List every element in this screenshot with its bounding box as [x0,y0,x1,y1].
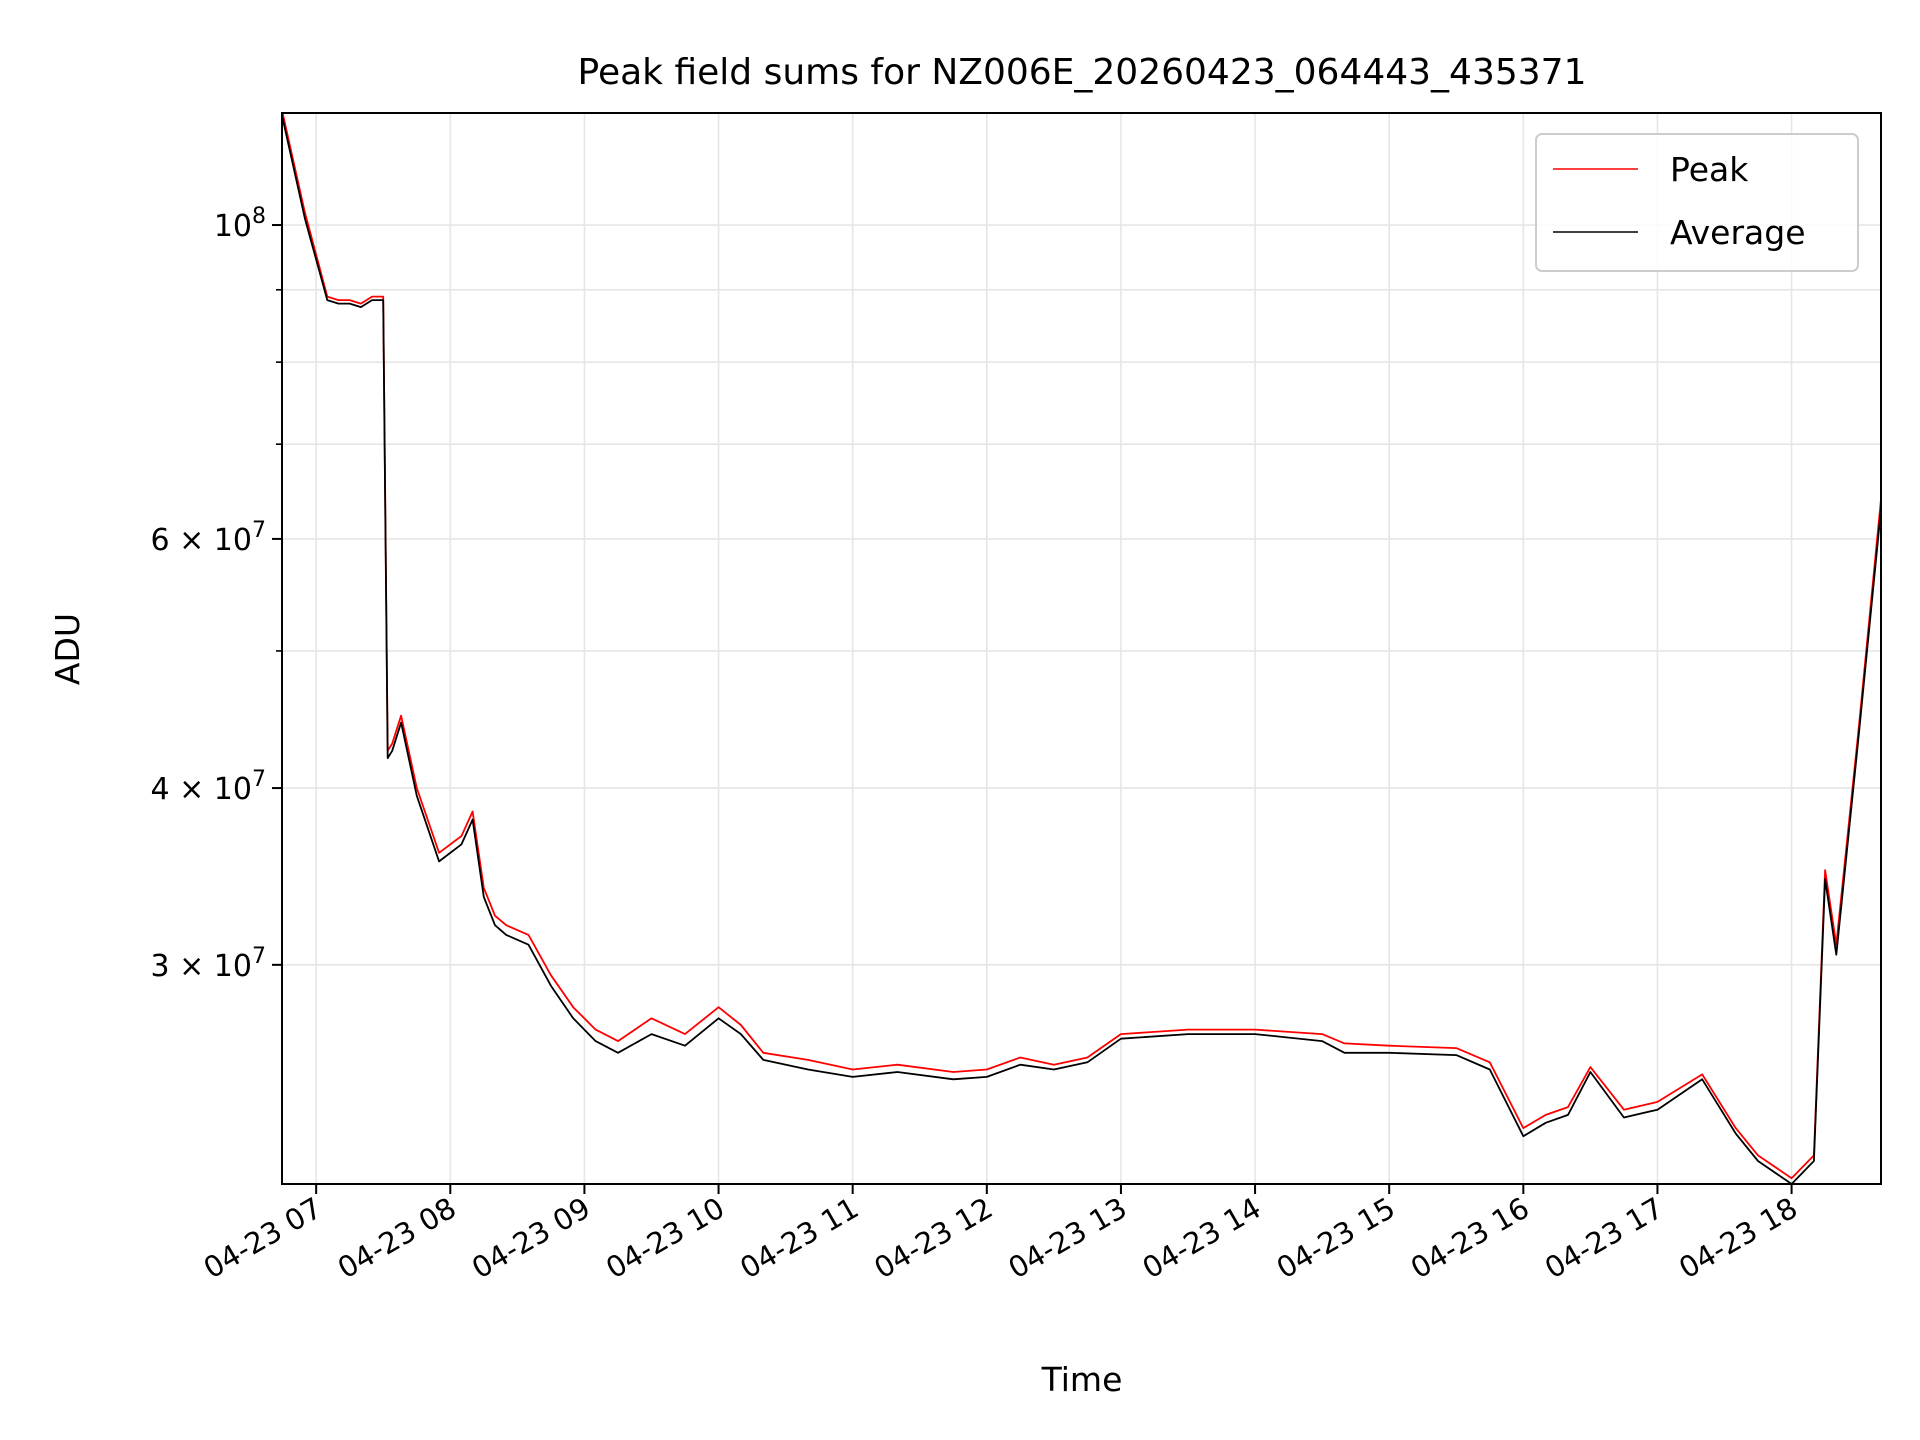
x-axis-label: Time [1041,1360,1123,1399]
series-group [281,112,1882,1185]
y-tick-label: 3 × 107 [151,944,266,984]
y-tick-label: 4 × 107 [151,767,266,807]
y-axis-label: ADU [48,613,87,685]
plot-frame [281,112,1882,1185]
legend-label-average: Average [1670,213,1806,252]
grid [282,113,1881,1184]
y-axis: 108 6 × 107 4 × 107 3 × 107 [151,204,282,984]
legend: Peak Average [1535,133,1859,272]
chart-title: Peak field sums for NZ006E_20260423_0644… [578,52,1587,93]
legend-label-peak: Peak [1670,150,1749,189]
plot-background [282,113,1881,1184]
series-line-average [281,117,1882,1185]
series-line-peak [281,112,1882,1180]
y-tick-label: 6 × 107 [151,518,266,558]
y-tick-label: 108 [214,204,266,244]
plot-area [282,113,1881,1184]
